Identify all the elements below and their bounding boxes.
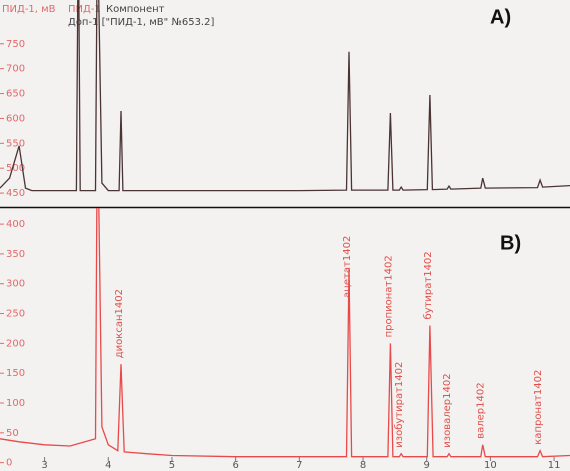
y-tick-label: 500 xyxy=(6,163,25,174)
header-col: ПИД-1 xyxy=(68,4,101,15)
peak-label: пропионат1402 xyxy=(383,255,394,337)
peak-label: изобутират1402 xyxy=(394,362,405,448)
y-axis-label: ПИД-1, мВ xyxy=(2,4,56,15)
x-tick-label: 4 xyxy=(105,460,111,471)
panel-label: B) xyxy=(500,232,521,254)
header-col: Компонент xyxy=(106,4,165,15)
peak-label: диоксан1402 xyxy=(114,289,125,358)
y-tick-label: 350 xyxy=(6,249,25,260)
trace xyxy=(0,208,570,458)
x-tick-label: 9 xyxy=(424,460,430,471)
y-tick-label: 700 xyxy=(6,64,25,75)
x-tick-label: 3 xyxy=(41,460,47,471)
y-tick-label: 450 xyxy=(6,188,25,199)
plot-area: 0 50 100 150 200 250 300 350 400 3 4 5 6 7 8 9 10 11 диокс… xyxy=(0,208,570,471)
x-tick-label: 8 xyxy=(360,460,366,471)
peak-label: ацетат1402 xyxy=(342,236,353,298)
y-tick-label: 150 xyxy=(6,368,25,379)
x-tick-label: 6 xyxy=(232,460,238,471)
x-tick-label: 10 xyxy=(484,460,497,471)
x-tick-label: 11 xyxy=(548,460,561,471)
y-tick-label: 250 xyxy=(6,309,25,320)
y-tick-label: 100 xyxy=(6,398,25,409)
peak-label: бутират1402 xyxy=(423,251,434,319)
y-tick-label: 550 xyxy=(6,138,25,149)
panel-label: A) xyxy=(490,6,511,28)
peak-label: капронат1402 xyxy=(533,370,544,445)
y-tick-label: 400 xyxy=(6,219,25,230)
x-tick-label: 5 xyxy=(169,460,175,471)
y-tick-label: 50 xyxy=(6,428,19,439)
trace xyxy=(0,0,570,192)
y-tick-label: 600 xyxy=(6,113,25,124)
y-tick-label: 300 xyxy=(6,279,25,290)
x-tick-label: 7 xyxy=(296,460,302,471)
peak-label: валер1402 xyxy=(476,382,487,438)
y-tick-label: 0 xyxy=(6,458,12,469)
plot-area: 450 500 550 600 650 700 750 xyxy=(0,0,570,199)
y-tick-label: 200 xyxy=(6,338,25,349)
header-line: Доп-1 ["ПИД-1, мВ" №653.2] xyxy=(68,17,214,28)
y-tick-label: 650 xyxy=(6,89,25,100)
peak-label: изовалер1402 xyxy=(442,373,453,447)
y-tick-label: 750 xyxy=(6,39,25,50)
